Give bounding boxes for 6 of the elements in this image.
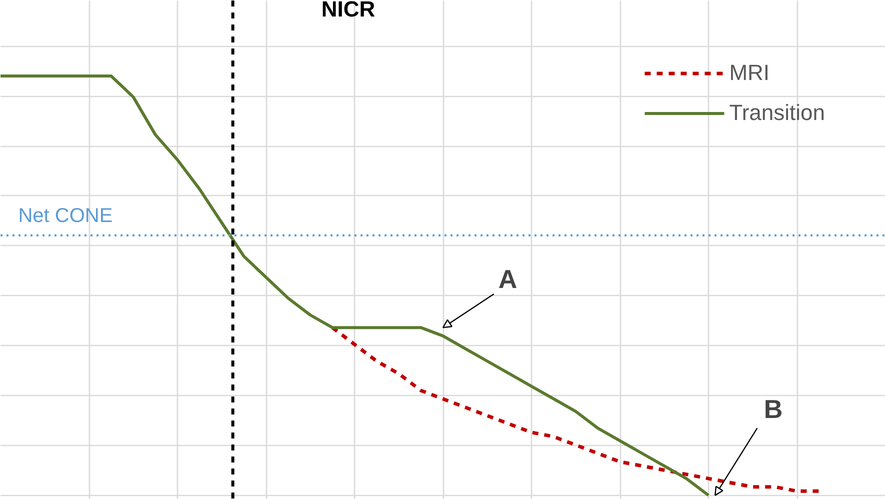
legend-label: Transition — [729, 100, 825, 126]
ref-line-label: Net CONE — [18, 204, 113, 227]
text: NICR — [321, 0, 376, 22]
legend-label: MRI — [729, 60, 770, 86]
annotation: A — [498, 264, 518, 294]
annotation: B — [764, 394, 783, 424]
